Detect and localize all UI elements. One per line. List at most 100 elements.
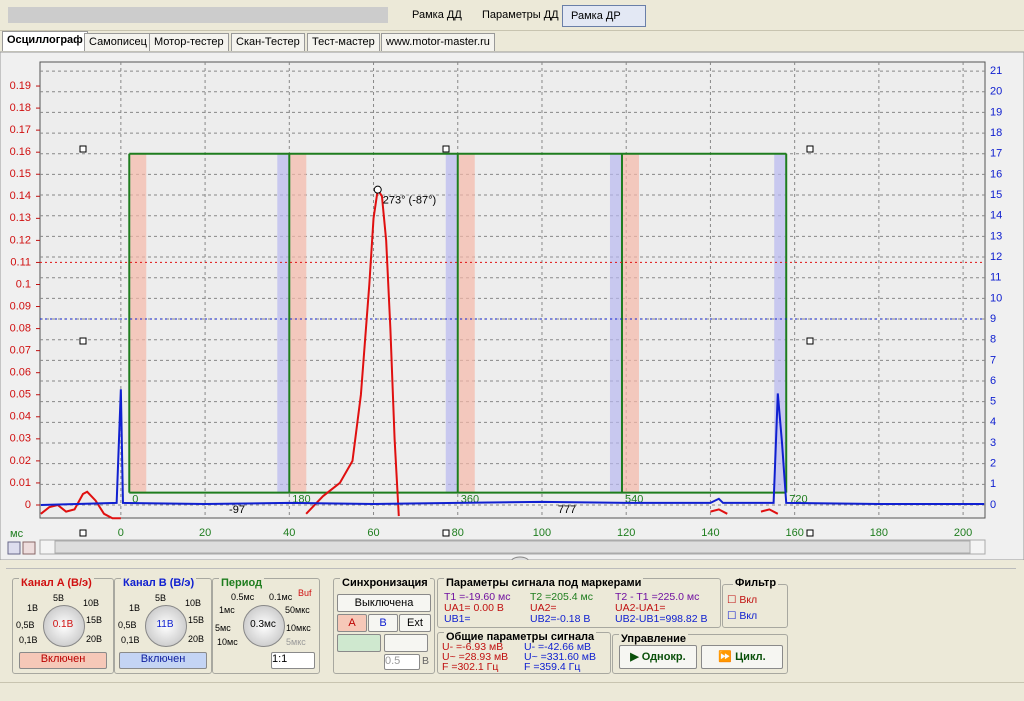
enable-button[interactable]: Включен bbox=[19, 652, 107, 669]
knob-label: 10мкс bbox=[286, 623, 311, 633]
sync-button[interactable]: Выключена bbox=[337, 594, 431, 612]
y2-tick-label: 4 bbox=[990, 416, 996, 428]
knob-value: 0.3мс bbox=[250, 619, 276, 630]
edge-button[interactable] bbox=[337, 634, 381, 652]
y2-tick-label: 6 bbox=[990, 375, 996, 387]
knob-value: 0.1В bbox=[52, 619, 74, 630]
source-button[interactable]: A bbox=[337, 614, 367, 632]
x-tick-label: 60 bbox=[367, 527, 379, 539]
y2-tick-label: 5 bbox=[990, 396, 996, 408]
y2-tick-label: 19 bbox=[990, 106, 1002, 118]
enable-button[interactable]: Включен bbox=[119, 652, 207, 669]
annotation-point bbox=[373, 185, 382, 194]
y-tick-label: 0.06 bbox=[10, 367, 31, 379]
handles bbox=[79, 145, 814, 537]
x-tick-label: 120 bbox=[617, 527, 635, 539]
plot-area bbox=[39, 61, 986, 519]
y2-tick-label: 0 bbox=[990, 499, 996, 511]
param: F =302.1 Гц bbox=[442, 661, 499, 673]
knob[interactable] bbox=[243, 605, 285, 647]
tab[interactable]: Тест-мастер bbox=[307, 33, 380, 51]
zoom-select[interactable]: 1:1 bbox=[271, 652, 315, 669]
x-tick-label: 180 bbox=[870, 527, 888, 539]
y2-tick-label: 15 bbox=[990, 189, 1002, 201]
filter-checkbox[interactable]: ☐ Вкл bbox=[727, 594, 758, 606]
y2-tick-label: 21 bbox=[990, 65, 1002, 77]
marker-text: -97 bbox=[229, 504, 245, 516]
y2-tick-label: 1 bbox=[990, 478, 996, 490]
checkbox-label: Вкл bbox=[739, 594, 758, 606]
source-button[interactable]: Ext bbox=[399, 614, 431, 632]
y2-tick-label: 7 bbox=[990, 354, 996, 366]
y-tick-label: 0.09 bbox=[10, 300, 31, 312]
knob[interactable] bbox=[43, 605, 85, 647]
y-tick-label: 0 bbox=[25, 499, 31, 511]
zoom-button[interactable] bbox=[7, 541, 21, 555]
y2-tick-label: 13 bbox=[990, 230, 1002, 242]
level-input[interactable]: 0.5 bbox=[384, 654, 420, 670]
group-title: Фильтр bbox=[733, 577, 779, 589]
frame-label: 0 bbox=[132, 493, 138, 505]
source-button[interactable]: B bbox=[368, 614, 398, 632]
tab[interactable]: Скан-Тестер bbox=[231, 33, 305, 51]
status-bar bbox=[0, 682, 1024, 701]
y2-tick-label: 10 bbox=[990, 292, 1002, 304]
button-label: Цикл. bbox=[735, 651, 766, 663]
tab[interactable]: Самописец bbox=[84, 33, 152, 51]
level-unit: В bbox=[422, 655, 430, 667]
toolbar-icons[interactable] bbox=[8, 7, 388, 23]
knob-label: 5мс bbox=[215, 623, 231, 633]
toolbar-button[interactable]: Параметры ДД bbox=[482, 9, 559, 21]
tab[interactable]: Осциллограф bbox=[2, 31, 88, 51]
collapse-button[interactable] bbox=[511, 556, 529, 560]
trace bbox=[40, 186, 779, 520]
frame-band bbox=[130, 153, 147, 493]
y2-tick-label: 20 bbox=[990, 86, 1002, 98]
y2-tick-label: 14 bbox=[990, 210, 1002, 222]
x-unit: мс bbox=[10, 528, 24, 540]
filter-checkbox[interactable]: ☐ Вкл bbox=[727, 610, 758, 622]
param: U~ =28.93 мВ bbox=[442, 651, 509, 663]
checkbox-label: Вкл bbox=[739, 610, 758, 622]
scroll-thumb[interactable] bbox=[54, 540, 971, 554]
toolbar-button[interactable]: Рамка ДР bbox=[562, 5, 646, 27]
y-tick-label: 0.17 bbox=[10, 124, 31, 136]
knob-label: 0.5мс bbox=[231, 592, 255, 602]
knob-label: 15В bbox=[188, 615, 205, 625]
y2-tick-label: 2 bbox=[990, 458, 996, 470]
tab[interactable]: Мотор-тестер bbox=[149, 33, 229, 51]
param: U- =-6.93 мВ bbox=[442, 641, 504, 653]
param: T1 =-19.60 мс bbox=[444, 591, 511, 603]
knob[interactable] bbox=[145, 605, 187, 647]
knob-label: 20В bbox=[188, 634, 205, 644]
channel-b-group: Канал B (В/э) 5В 10В 1В 15В 0,5В 20В 0,1… bbox=[114, 577, 212, 674]
param: UA2-UA1= bbox=[615, 602, 666, 614]
knob-label: 20В bbox=[86, 634, 103, 644]
knob-label: 15В bbox=[86, 615, 103, 625]
toolbar-button[interactable]: Рамка ДД bbox=[412, 9, 462, 21]
single-button[interactable]: ▶ Однокр. bbox=[619, 645, 697, 669]
param: UB2=-0.18 B bbox=[530, 613, 591, 625]
param: U- =-42.66 мВ bbox=[524, 641, 592, 653]
knob-label: 10В bbox=[185, 598, 202, 608]
zoom-button[interactable] bbox=[22, 541, 36, 555]
channel-a-group: Канал A (В/э) 5В 10В 1В 15В 0,5В 20В 0,1… bbox=[12, 577, 114, 674]
param: UB2-UB1=998.82 В bbox=[615, 613, 708, 625]
y2-tick-label: 3 bbox=[990, 437, 996, 449]
period-group: Период 0.5мс 0.1мс Buf 1мс 50мкс 5мс 10м… bbox=[212, 577, 320, 674]
frame-band bbox=[277, 153, 290, 493]
edge-button[interactable] bbox=[384, 634, 428, 652]
tab[interactable]: www.motor-master.ru bbox=[381, 33, 495, 51]
y-tick-label: 0.1 bbox=[16, 278, 31, 290]
trace bbox=[40, 389, 985, 506]
filter-group: Фильтр ☐ Вкл ☐ Вкл bbox=[722, 577, 788, 628]
cycle-button[interactable]: ⏩ Цикл. bbox=[701, 645, 783, 669]
x-tick-label: 20 bbox=[199, 527, 211, 539]
group-title: Период bbox=[219, 577, 265, 589]
y-tick-label: 0.15 bbox=[10, 168, 31, 180]
y-tick-label: 0.19 bbox=[10, 80, 31, 92]
y-tick-label: 0.13 bbox=[10, 212, 31, 224]
y-tick-label: 0.11 bbox=[10, 256, 31, 268]
y-tick-label: 0.18 bbox=[10, 102, 31, 114]
